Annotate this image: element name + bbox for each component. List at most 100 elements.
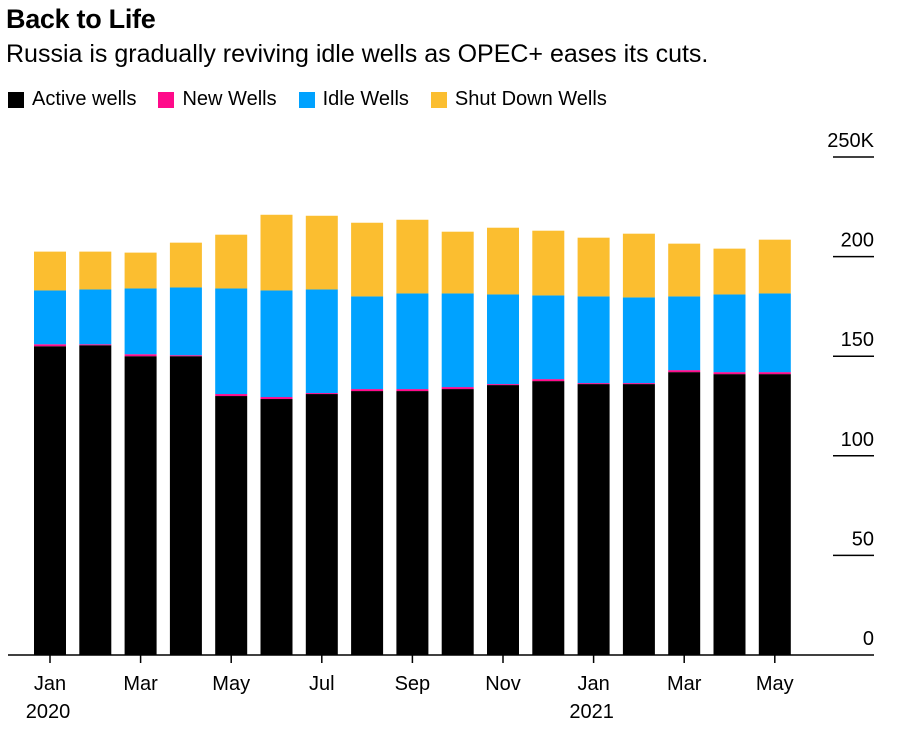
bar-idle-wells xyxy=(758,293,791,373)
x-tick-label: May xyxy=(212,673,250,695)
bar-shut-down-wells xyxy=(577,237,610,297)
legend-swatch-shut-down-wells xyxy=(430,91,447,108)
bar-shut-down-wells xyxy=(532,230,565,296)
bar-active-wells xyxy=(34,346,66,655)
bar-active-wells xyxy=(305,394,338,655)
bar-new-wells xyxy=(260,397,293,400)
bar-idle-wells xyxy=(668,296,701,371)
bar-idle-wells xyxy=(260,290,293,398)
bar-shut-down-wells xyxy=(124,252,157,289)
legend-item-shut-down-wells: Shut Down Wells xyxy=(430,88,607,111)
bar-shut-down-wells xyxy=(396,219,429,294)
bar-new-wells xyxy=(758,372,791,375)
x-tick-label: Jan xyxy=(577,673,609,695)
bar-active-wells xyxy=(260,399,293,655)
y-tick-label: 50 xyxy=(852,528,874,550)
legend: Active wells New Wells Idle Wells Shut D… xyxy=(8,88,629,111)
legend-swatch-new-wells xyxy=(158,91,175,108)
bar-shut-down-wells xyxy=(79,251,112,290)
y-tick-label: 100 xyxy=(841,429,874,451)
chart-title: Back to Life xyxy=(6,4,156,34)
bar-idle-wells xyxy=(396,293,429,390)
bar-active-wells xyxy=(532,381,565,655)
bar-active-wells xyxy=(441,389,474,655)
chart-subtitle: Russia is gradually reviving idle wells … xyxy=(6,40,709,68)
y-tick-label: 250K xyxy=(827,130,874,152)
bar-new-wells xyxy=(441,387,474,390)
y-tick-label: 0 xyxy=(863,628,874,650)
bar-idle-wells xyxy=(351,296,384,390)
x-tick-label: May xyxy=(756,673,794,695)
y-tick-label: 200 xyxy=(841,230,874,252)
bar-shut-down-wells xyxy=(215,234,248,289)
bar-new-wells xyxy=(169,355,202,357)
bar-shut-down-wells xyxy=(487,227,519,295)
bar-active-wells xyxy=(169,356,202,655)
bar-active-wells xyxy=(487,385,519,655)
bar-idle-wells xyxy=(79,289,112,345)
bar-active-wells xyxy=(79,345,112,655)
bar-new-wells xyxy=(351,389,384,392)
legend-label-shut-down-wells: Shut Down Wells xyxy=(454,88,607,110)
bar-new-wells xyxy=(305,393,338,395)
x-tick-label: Nov xyxy=(485,673,521,695)
bar-new-wells xyxy=(215,394,248,397)
bar-new-wells xyxy=(713,372,746,375)
bar-new-wells xyxy=(532,379,565,382)
bar-shut-down-wells xyxy=(441,231,474,294)
bar-active-wells xyxy=(713,374,746,655)
x-tick-label: Mar xyxy=(123,673,158,695)
bar-new-wells xyxy=(124,354,157,357)
x-tick-year-label: 2021 xyxy=(569,701,614,723)
bar-idle-wells xyxy=(532,295,565,380)
bar-idle-wells xyxy=(215,288,248,395)
legend-label-active-wells: Active wells xyxy=(32,88,137,110)
bar-shut-down-wells xyxy=(668,243,701,297)
bar-active-wells xyxy=(396,391,429,655)
bar-new-wells xyxy=(487,384,519,386)
bar-shut-down-wells xyxy=(305,215,338,290)
legend-swatch-active-wells xyxy=(8,91,24,108)
bar-idle-wells xyxy=(124,288,157,355)
bar-active-wells xyxy=(124,356,157,655)
bar-shut-down-wells xyxy=(34,251,66,291)
bar-shut-down-wells xyxy=(351,222,384,297)
bar-idle-wells xyxy=(487,294,519,385)
bar-idle-wells xyxy=(34,290,66,345)
legend-label-idle-wells: Idle Wells xyxy=(322,88,409,110)
bar-idle-wells xyxy=(441,293,474,388)
legend-label-new-wells: New Wells xyxy=(182,88,277,110)
bar-idle-wells xyxy=(577,296,610,384)
x-tick-label: Sep xyxy=(395,673,431,695)
bar-shut-down-wells xyxy=(713,248,746,295)
bar-new-wells xyxy=(668,370,701,373)
bar-active-wells xyxy=(351,391,384,655)
bar-idle-wells xyxy=(713,294,746,373)
bar-new-wells xyxy=(577,383,610,385)
bar-active-wells xyxy=(622,384,655,655)
x-tick-label: Jul xyxy=(309,673,335,695)
legend-item-active-wells: Active wells xyxy=(8,88,136,111)
bar-shut-down-wells xyxy=(622,233,655,298)
bar-new-wells xyxy=(79,344,112,346)
x-tick-year-label: 2020 xyxy=(26,701,71,723)
bar-idle-wells xyxy=(169,287,202,356)
bar-idle-wells xyxy=(305,289,338,394)
bar-new-wells xyxy=(396,389,429,392)
bar-active-wells xyxy=(668,372,701,655)
x-tick-label: Jan xyxy=(34,673,66,695)
bar-new-wells xyxy=(34,344,66,347)
bar-shut-down-wells xyxy=(260,214,293,291)
bar-new-wells xyxy=(622,383,655,385)
bar-idle-wells xyxy=(622,297,655,384)
x-tick-label: Mar xyxy=(667,673,702,695)
legend-item-new-wells: New Wells xyxy=(158,88,277,111)
bar-shut-down-wells xyxy=(169,242,202,288)
legend-item-idle-wells: Idle Wells xyxy=(298,88,409,111)
legend-swatch-idle-wells xyxy=(298,91,315,108)
bar-active-wells xyxy=(577,384,610,655)
y-tick-label: 150 xyxy=(841,329,874,351)
bar-active-wells xyxy=(758,374,791,655)
bar-active-wells xyxy=(215,396,248,655)
